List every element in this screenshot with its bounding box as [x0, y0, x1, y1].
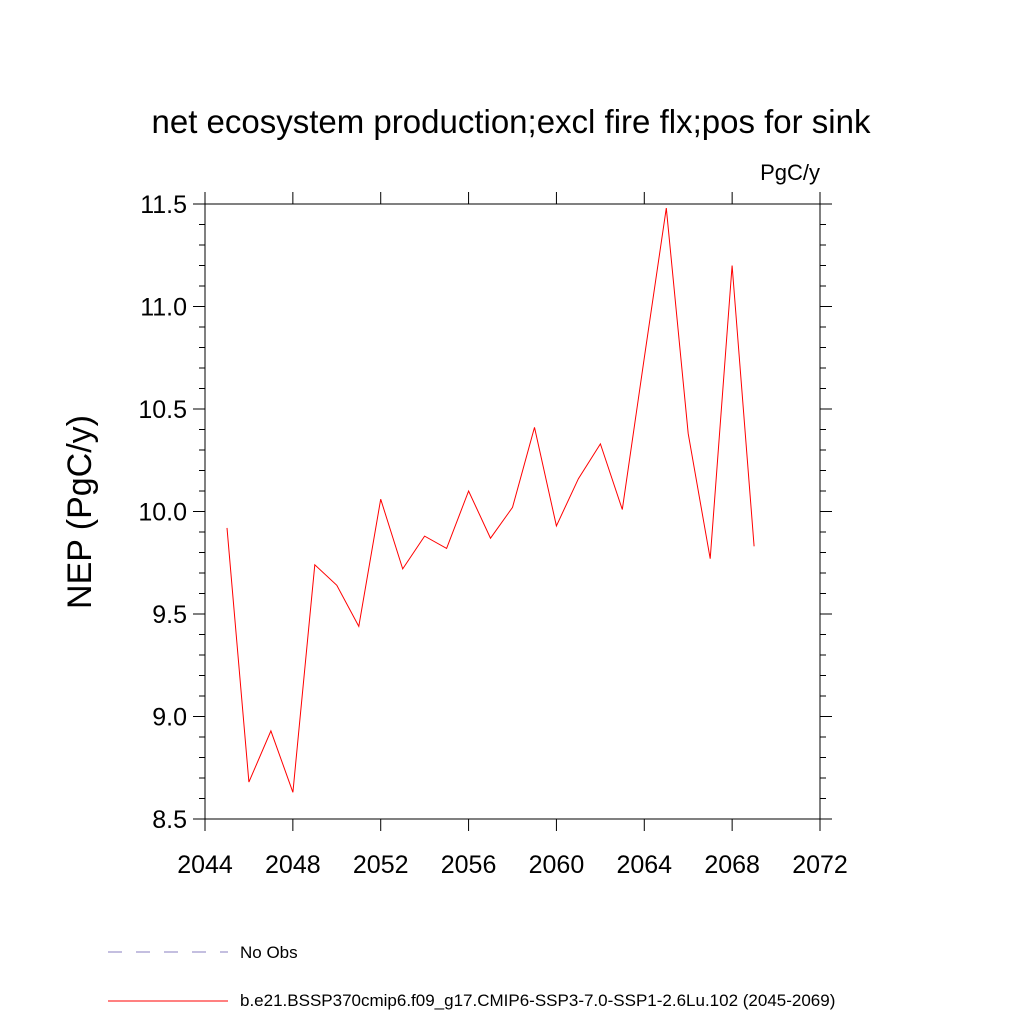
legend: No Obs b.e21.BSSP370cmip6.f09_g17.CMIP6-…	[108, 943, 835, 1010]
y-tick-label: 10.5	[138, 396, 187, 424]
y-axis-label: NEP (PgC/y)	[61, 415, 99, 609]
plot-frame	[204, 203, 821, 820]
x-tick-label: 2068	[704, 851, 760, 879]
x-tick-label: 2048	[265, 851, 321, 879]
y-tick-label: 9.0	[152, 704, 187, 732]
y-tick-label: 11.0	[140, 294, 187, 322]
y-tick-labels: 8.5 9.0 9.5 10.0 10.5 11.0 11.5	[138, 191, 187, 834]
y-tick-label: 10.0	[138, 499, 187, 527]
x-tick-label: 2044	[177, 851, 233, 879]
x-tick-label: 2064	[616, 851, 672, 879]
series-layer	[226, 208, 755, 793]
y-tick-label: 9.5	[152, 601, 187, 629]
y-tick-label: 8.5	[152, 806, 187, 834]
ticks	[193, 192, 832, 831]
legend-label-no-obs: No Obs	[240, 943, 298, 962]
x-tick-label: 2056	[441, 851, 497, 879]
series-line	[226, 208, 755, 793]
x-tick-label: 2052	[353, 851, 409, 879]
legend-label-model: b.e21.BSSP370cmip6.f09_g17.CMIP6-SSP3-7.…	[240, 991, 835, 1010]
x-tick-label: 2060	[529, 851, 585, 879]
x-tick-labels: 2044 2048 2052 2056 2060 2064 2068 2072	[177, 851, 848, 879]
units-label: PgC/y	[760, 160, 820, 185]
chart-title: net ecosystem production;excl fire flx;p…	[152, 103, 871, 140]
x-tick-label: 2072	[792, 851, 848, 879]
y-tick-label: 11.5	[140, 191, 187, 219]
